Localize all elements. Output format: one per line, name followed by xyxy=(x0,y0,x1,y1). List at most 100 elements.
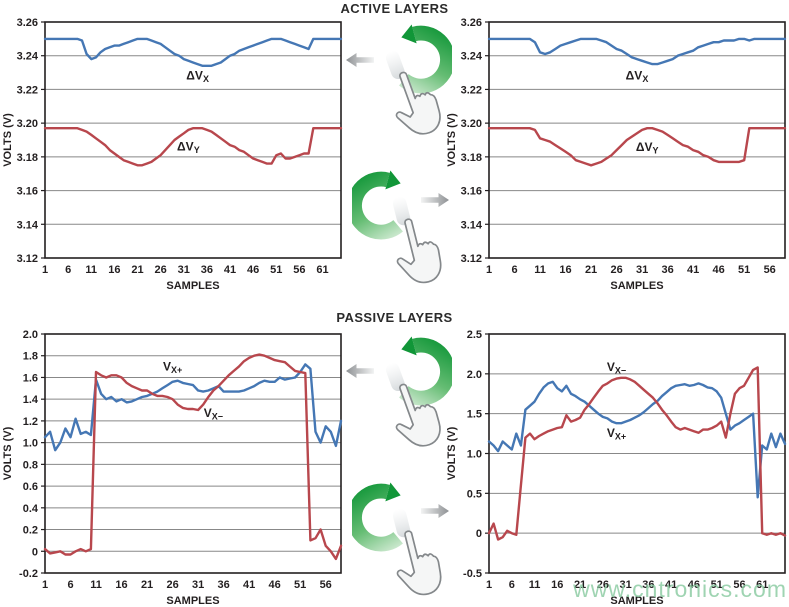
section-title-passive: PASSIVE LAYERS xyxy=(336,310,453,325)
svg-text:31: 31 xyxy=(636,264,648,276)
svg-text:3.24: 3.24 xyxy=(17,51,39,63)
svg-text:ΔVY: ΔVY xyxy=(177,139,200,155)
svg-text:1.8: 1.8 xyxy=(23,351,38,363)
right-arrow-icon xyxy=(421,504,449,518)
svg-text:51: 51 xyxy=(738,264,750,276)
svg-text:46: 46 xyxy=(688,579,700,591)
svg-text:11: 11 xyxy=(529,579,541,591)
chart-passive-right: 2.52.01.51.00.50-0.51 6 11 16 21 26 31 36 41 46 51… xyxy=(446,329,787,607)
svg-text:VX−: VX− xyxy=(607,360,626,376)
rotate-counterclockwise-gesture-icon xyxy=(374,332,452,452)
svg-text:41: 41 xyxy=(687,264,699,276)
svg-text:SAMPLES: SAMPLES xyxy=(166,280,219,292)
svg-text:3.18: 3.18 xyxy=(461,152,482,164)
svg-text:1.4: 1.4 xyxy=(23,394,39,406)
pointing-hand-icon xyxy=(374,41,447,140)
rotate-counterclockwise-gesture-icon xyxy=(374,20,452,140)
svg-text:6: 6 xyxy=(511,264,517,276)
svg-text:36: 36 xyxy=(642,579,654,591)
svg-text:1.5: 1.5 xyxy=(467,409,482,421)
rotate-clockwise-gesture-icon xyxy=(352,166,447,286)
chart-active-left: 3.263.243.223.203.183.163.143.121 6 11 16 21… xyxy=(2,17,343,292)
chart-passive-left: 2.01.81.61.41.21.00.80.60.40.20-0.21 6 11 1… xyxy=(2,329,343,607)
svg-text:VOLTS (V): VOLTS (V) xyxy=(2,113,14,167)
svg-text:21: 21 xyxy=(585,264,597,276)
svg-text:SAMPLES: SAMPLES xyxy=(610,280,663,292)
svg-text:1: 1 xyxy=(486,579,492,591)
svg-text:VX−: VX− xyxy=(204,406,223,422)
svg-text:16: 16 xyxy=(559,264,571,276)
svg-text:VX+: VX+ xyxy=(163,360,182,376)
svg-text:36: 36 xyxy=(201,264,213,276)
svg-text:16: 16 xyxy=(551,579,563,591)
svg-text:VOLTS (V): VOLTS (V) xyxy=(446,113,458,167)
svg-text:11: 11 xyxy=(85,264,97,276)
svg-text:51: 51 xyxy=(711,579,723,591)
svg-text:0.5: 0.5 xyxy=(467,488,482,500)
svg-text:56: 56 xyxy=(320,579,332,591)
svg-text:1: 1 xyxy=(486,264,492,276)
svg-text:51: 51 xyxy=(270,264,282,276)
svg-text:2.5: 2.5 xyxy=(467,329,482,341)
pointing-hand-icon xyxy=(374,353,447,452)
svg-text:31: 31 xyxy=(619,579,631,591)
svg-text:41: 41 xyxy=(243,579,255,591)
svg-text:21: 21 xyxy=(574,579,586,591)
svg-text:46: 46 xyxy=(269,579,281,591)
svg-text:VOLTS (V): VOLTS (V) xyxy=(446,426,458,480)
svg-text:VOLTS (V): VOLTS (V) xyxy=(2,426,14,480)
right-arrow-icon xyxy=(421,193,449,207)
svg-text:31: 31 xyxy=(178,264,190,276)
svg-text:0.8: 0.8 xyxy=(23,459,38,471)
svg-text:31: 31 xyxy=(192,579,204,591)
svg-text:3.20: 3.20 xyxy=(17,118,38,130)
svg-text:36: 36 xyxy=(217,579,229,591)
svg-text:3.26: 3.26 xyxy=(461,17,482,29)
svg-text:ΔVX: ΔVX xyxy=(626,69,649,85)
svg-text:26: 26 xyxy=(155,264,167,276)
svg-text:0: 0 xyxy=(32,546,38,558)
svg-text:SAMPLES: SAMPLES xyxy=(610,595,663,607)
svg-text:3.14: 3.14 xyxy=(461,219,483,231)
svg-text:1: 1 xyxy=(42,264,48,276)
svg-text:11: 11 xyxy=(534,264,546,276)
svg-text:ΔVY: ΔVY xyxy=(636,140,659,156)
svg-text:1.6: 1.6 xyxy=(23,372,38,384)
svg-text:26: 26 xyxy=(610,264,622,276)
svg-text:3.12: 3.12 xyxy=(461,253,482,265)
svg-text:0.2: 0.2 xyxy=(23,525,38,537)
svg-text:41: 41 xyxy=(224,264,236,276)
svg-text:3.22: 3.22 xyxy=(461,84,482,96)
svg-text:56: 56 xyxy=(764,264,776,276)
svg-text:51: 51 xyxy=(294,579,306,591)
svg-text:6: 6 xyxy=(509,579,515,591)
svg-text:6: 6 xyxy=(65,264,71,276)
svg-text:SAMPLES: SAMPLES xyxy=(166,595,219,607)
svg-text:46: 46 xyxy=(713,264,725,276)
svg-text:16: 16 xyxy=(108,264,120,276)
svg-text:61: 61 xyxy=(316,264,328,276)
svg-text:3.12: 3.12 xyxy=(17,253,38,265)
svg-text:-0.5: -0.5 xyxy=(463,568,482,580)
svg-text:3.20: 3.20 xyxy=(461,118,482,130)
svg-text:1.2: 1.2 xyxy=(23,416,38,428)
svg-text:3.24: 3.24 xyxy=(461,51,483,63)
svg-text:21: 21 xyxy=(131,264,143,276)
svg-text:VX+: VX+ xyxy=(607,426,626,442)
svg-text:3.18: 3.18 xyxy=(17,152,38,164)
svg-text:ΔVX: ΔVX xyxy=(186,69,209,85)
svg-text:0.4: 0.4 xyxy=(23,503,39,515)
svg-text:3.16: 3.16 xyxy=(461,186,482,198)
svg-text:0: 0 xyxy=(476,528,482,540)
svg-text:0.6: 0.6 xyxy=(23,481,38,493)
svg-text:3.26: 3.26 xyxy=(17,17,38,29)
svg-text:16: 16 xyxy=(115,579,127,591)
svg-text:26: 26 xyxy=(597,579,609,591)
svg-text:6: 6 xyxy=(67,579,73,591)
svg-text:36: 36 xyxy=(661,264,673,276)
rotate-clockwise-gesture-icon xyxy=(352,478,447,598)
svg-text:-0.2: -0.2 xyxy=(19,568,38,580)
svg-text:1.0: 1.0 xyxy=(23,438,38,450)
svg-text:46: 46 xyxy=(247,264,259,276)
